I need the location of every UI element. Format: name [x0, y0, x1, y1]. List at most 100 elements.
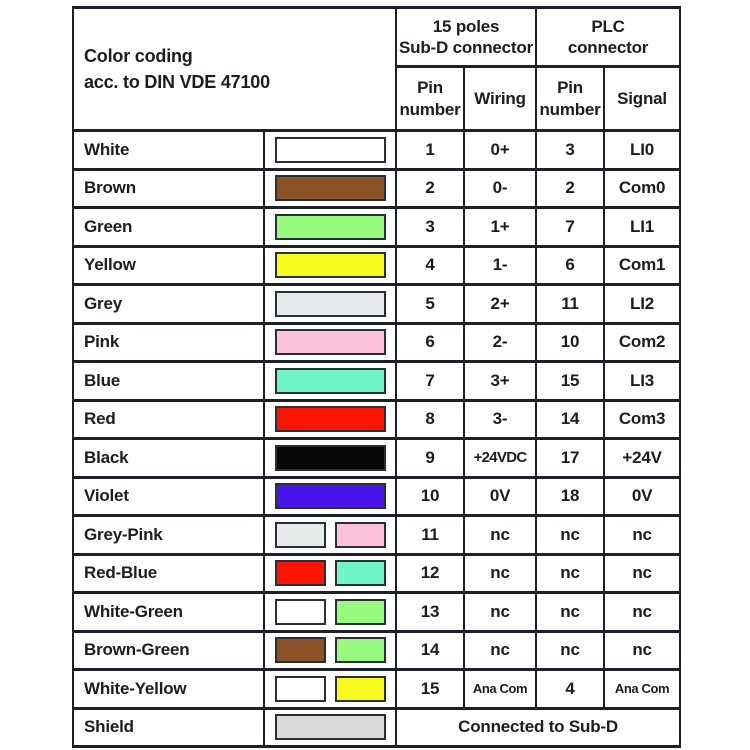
- color-swatch: [274, 406, 386, 433]
- color-swatch: [274, 444, 386, 471]
- signal-value: Com1: [603, 244, 682, 286]
- color-name: Brown: [72, 167, 265, 209]
- plc-pin-value: 4: [535, 668, 606, 710]
- plc-pin-value: 10: [535, 321, 606, 363]
- plc-pin-value: 14: [535, 398, 606, 440]
- wiring-value: nc: [463, 552, 538, 594]
- table-row: Pink 6 2- 10 Com2: [72, 321, 682, 363]
- plc-pin-value: 17: [535, 437, 606, 479]
- signal-value: LI3: [603, 360, 682, 402]
- wiring-value: Ana Com: [463, 668, 538, 710]
- table-title: Color coding acc. to DIN VDE 47100: [71, 6, 398, 132]
- color-swatch-cell: [262, 514, 398, 556]
- color-swatch: [334, 637, 386, 664]
- color-swatch: [334, 560, 386, 587]
- color-swatch: [274, 637, 326, 664]
- color-swatch: [274, 598, 326, 625]
- color-swatch-cell: [262, 629, 398, 671]
- color-swatch: [274, 252, 386, 279]
- color-name: Violet: [72, 475, 265, 517]
- wiring-value: nc: [463, 514, 538, 556]
- color-name: Yellow: [72, 244, 265, 286]
- color-name: Green: [72, 206, 265, 248]
- color-swatch-cell: [262, 244, 398, 286]
- subd-pin-value: 14: [395, 629, 466, 671]
- subd-pin-value: 3: [395, 206, 466, 248]
- signal-value: LI1: [603, 206, 682, 248]
- color-name: Black: [72, 437, 265, 479]
- color-swatch: [274, 367, 386, 394]
- wiring-value: 1+: [463, 206, 538, 248]
- signal-value: Com0: [603, 167, 682, 209]
- subd-pin-value: 5: [395, 283, 466, 325]
- signal-value: nc: [603, 514, 682, 556]
- table-row: Grey 5 2+ 11 LI2: [72, 283, 682, 325]
- table-row: Blue 7 3+ 15 LI3: [72, 360, 682, 402]
- plc-pin-value: 11: [535, 283, 606, 325]
- color-swatch: [274, 521, 326, 548]
- signal-value: Ana Com: [603, 668, 682, 710]
- color-swatch: [334, 675, 386, 702]
- color-swatch-cell: [262, 591, 398, 633]
- shield-note: Connected to Sub-D: [395, 706, 682, 748]
- wiring-value: 3+: [463, 360, 538, 402]
- wiring-value: +24VDC: [463, 437, 538, 479]
- table-row: Shield Connected to Sub-D: [72, 706, 682, 748]
- color-name: Red: [72, 398, 265, 440]
- subd-pin-value: 9: [395, 437, 466, 479]
- color-swatch-cell: [262, 360, 398, 402]
- wiring-value: 2-: [463, 321, 538, 363]
- color-swatch-cell: [262, 437, 398, 479]
- plc-pin-value: 6: [535, 244, 606, 286]
- color-swatch: [274, 290, 386, 317]
- color-swatch-cell: [262, 129, 398, 171]
- color-name: Red-Blue: [72, 552, 265, 594]
- table-row: Brown-Green 14 nc nc nc: [72, 629, 682, 671]
- color-swatch: [274, 675, 326, 702]
- color-name: Grey-Pink: [72, 514, 265, 556]
- signal-value: nc: [603, 591, 682, 633]
- color-name: Pink: [72, 321, 265, 363]
- plc-pin-value: nc: [535, 552, 606, 594]
- color-swatch: [334, 521, 386, 548]
- signal-value: nc: [603, 629, 682, 671]
- subd-pin-value: 12: [395, 552, 466, 594]
- signal-value: 0V: [603, 475, 682, 517]
- wiring-value: 3-: [463, 398, 538, 440]
- wiring-value: 0+: [463, 129, 538, 171]
- plc-pin-value: 18: [535, 475, 606, 517]
- subd-group-line1: 15 poles: [432, 16, 500, 36]
- table-row: Red 8 3- 14 Com3: [72, 398, 682, 440]
- color-coding-table: Color coding acc. to DIN VDE 47100 15 po…: [71, 6, 682, 748]
- color-swatch: [334, 598, 386, 625]
- wiring-value: 0-: [463, 167, 538, 209]
- color-name: Blue: [72, 360, 265, 402]
- signal-value: Com2: [603, 321, 682, 363]
- plc-group-line2: connector: [567, 38, 649, 57]
- wiring-value: nc: [463, 591, 538, 633]
- column-header-row: Pin number Wiring Pin number Signal: [73, 65, 682, 132]
- color-name: White-Green: [72, 591, 265, 633]
- color-swatch-cell: [262, 283, 398, 325]
- table-row: Grey-Pink 11 nc nc nc: [72, 514, 682, 556]
- color-swatch-cell: [262, 668, 398, 710]
- wiring-value: 2+: [463, 283, 538, 325]
- signal-value: nc: [603, 552, 682, 594]
- plc-pin-value: nc: [535, 629, 606, 671]
- subd-pin-value: 15: [395, 668, 466, 710]
- wiring-value: 0V: [463, 475, 538, 517]
- signal-value: LI2: [603, 283, 682, 325]
- color-name: Brown-Green: [72, 629, 265, 671]
- subd-pin-value: 6: [395, 321, 466, 363]
- plc-pin-value: 3: [535, 129, 606, 171]
- color-name: Shield: [72, 706, 265, 748]
- color-swatch-cell: [262, 706, 398, 748]
- subd-pin-value: 11: [395, 514, 466, 556]
- color-name: White-Yellow: [72, 668, 265, 710]
- subd-pin-value: 2: [395, 167, 466, 209]
- table-row: White-Yellow 15 Ana Com 4 Ana Com: [72, 668, 682, 710]
- subd-group-header: 15 poles Sub-D connector: [395, 6, 538, 68]
- plc-pin-value: 15: [535, 360, 606, 402]
- table-row: Red-Blue 12 nc nc nc: [72, 552, 682, 594]
